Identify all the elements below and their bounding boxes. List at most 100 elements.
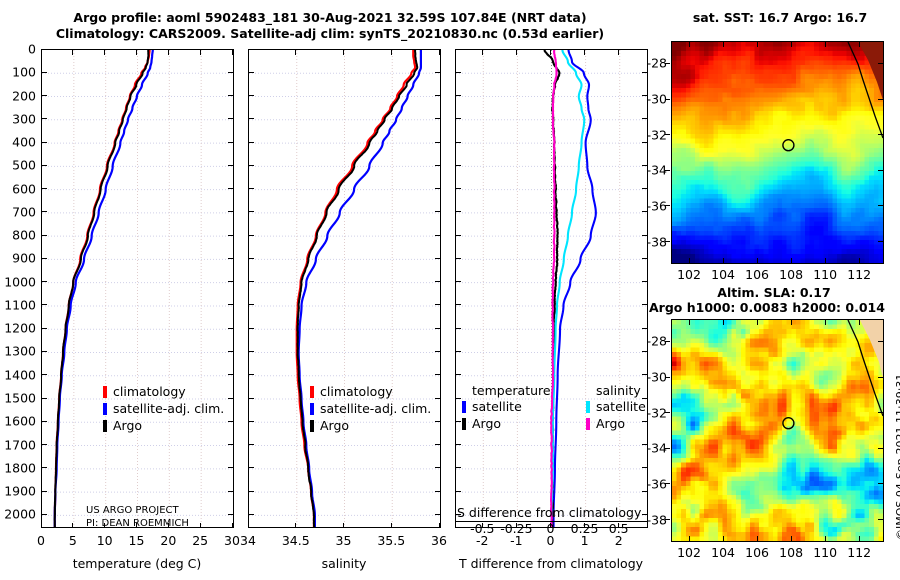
depth-tick-label-600: 600 — [12, 181, 36, 197]
depth-tick-mark — [228, 71, 233, 73]
depth-tick-mark — [249, 141, 254, 143]
sla-map[interactable] — [671, 319, 884, 542]
depth-tick-mark — [642, 48, 647, 50]
depth-tick-mark — [249, 211, 254, 213]
salinity-x-tick-mark-top — [343, 50, 344, 55]
legend-item-climatology: climatology — [103, 383, 224, 400]
depth-tick-label-900: 900 — [12, 250, 36, 266]
sla-map-lat-tick-label--28: -28 — [646, 333, 667, 349]
difference-x-tick-label-top-3: 0.25 — [570, 520, 599, 536]
depth-tick-mark — [228, 420, 233, 422]
depth-tick-mark — [435, 95, 440, 97]
sst-map-lon-tick-label-102: 102 — [677, 267, 701, 282]
depth-tick-mark — [249, 48, 254, 50]
depth-tick-label-500: 500 — [12, 157, 36, 173]
difference-x-axis-label-top: S difference from climatology — [457, 505, 641, 520]
depth-tick-mark — [249, 374, 254, 376]
difference-x-tick-label-bottom--2: -2 — [476, 533, 489, 548]
sla-map-lat-tick-mark — [665, 447, 670, 449]
legend-swatch-satellite-adj-clim — [103, 402, 107, 415]
depth-tick-mark — [456, 164, 461, 166]
legend-label-salinity-argo: Argo — [596, 416, 626, 431]
sla-map-lon-tick-mark-top — [858, 320, 860, 325]
depth-tick-mark — [456, 141, 461, 143]
depth-tick-mark — [249, 350, 254, 352]
temperature-x-tick-label-10: 10 — [96, 533, 113, 548]
depth-tick-mark — [642, 327, 647, 329]
depth-tick-mark — [456, 397, 461, 399]
depth-tick-mark — [42, 490, 47, 492]
depth-tick-mark — [42, 513, 47, 515]
sla-map-lat-tick-mark — [665, 412, 670, 414]
sla-map-lat-tick-mark — [665, 483, 670, 485]
salinity-x-tick-label-0: 34 — [240, 533, 256, 548]
sst-map-lat-tick-mark-in — [878, 62, 883, 64]
depth-tick-mark — [435, 211, 440, 213]
depth-tick-label-200: 200 — [12, 88, 36, 104]
sla-map-lon-tick-mark-top — [756, 320, 758, 325]
sst-map-lon-tick-label-110: 110 — [813, 267, 838, 282]
sst-map-lon-tick-mark — [756, 258, 758, 263]
sst-map-lat-tick-label--38: -38 — [646, 234, 667, 250]
sst-map-lon-tick-mark-top — [722, 42, 724, 47]
sla-map-lon-tick-mark — [688, 536, 690, 541]
difference-x-tick-label-bottom--1: -1 — [510, 533, 523, 548]
depth-tick-mark — [456, 490, 461, 492]
legend-label-satellite-adj-clim-salinity: satellite-adj. clim. — [320, 401, 432, 416]
depth-tick-mark — [42, 327, 47, 329]
depth-tick-mark — [435, 350, 440, 352]
depth-tick-mark — [642, 95, 647, 97]
sst-map-lat-tick-mark — [665, 205, 670, 207]
sst-map-lat-tick-mark — [665, 62, 670, 64]
depth-tick-mark — [42, 350, 47, 352]
salinity-x-tick-mark-top — [390, 50, 392, 55]
legend-swatch-salinity-argo — [586, 417, 590, 430]
depth-tick-mark — [42, 257, 47, 259]
sst-map-lon-tick-mark-top — [824, 42, 826, 47]
temperature-x-tick-mark — [167, 523, 169, 528]
imos-credit: ©IMOS 04-Sep-2021 11:39:31 — [894, 373, 900, 540]
depth-tick-label-1200: 1200 — [4, 320, 36, 336]
difference-x-tick-label-bottom-0: 0 — [546, 533, 555, 548]
depth-tick-mark — [249, 513, 254, 515]
depth-tick-mark — [249, 118, 254, 120]
legend-swatch-salinity-satellite — [586, 400, 590, 413]
depth-tick-mark — [456, 188, 461, 190]
depth-tick-mark — [456, 281, 461, 283]
temperature-x-tick-mark — [199, 523, 201, 528]
sst-map-lat-tick-mark — [665, 169, 670, 171]
depth-tick-mark — [42, 234, 47, 236]
sla-map-lat-tick-label--38: -38 — [646, 512, 667, 528]
temperature-x-tick-mark-top — [72, 50, 74, 55]
depth-tick-mark — [249, 304, 254, 306]
depth-tick-label-700: 700 — [12, 204, 36, 220]
legend-item-temperature-satellite: satellite — [462, 398, 551, 415]
difference-x-tick-mark-bottom — [618, 523, 620, 528]
salinity-x-tick-mark — [247, 523, 249, 528]
depth-tick-mark — [456, 211, 461, 213]
depth-tick-mark — [435, 490, 440, 492]
salinity-x-tick-mark — [438, 523, 440, 528]
depth-tick-label-1100: 1100 — [4, 297, 36, 313]
temperature-x-tick-mark — [40, 523, 42, 528]
figure-title: Argo profile: aoml 5902483_181 30-Aug-20… — [0, 10, 660, 42]
salinity-profile-panel — [248, 49, 441, 528]
depth-tick-mark — [42, 281, 47, 283]
depth-tick-mark — [228, 444, 233, 446]
sst-map-lon-tick-label-104: 104 — [711, 267, 735, 282]
depth-tick-label-100: 100 — [12, 64, 36, 80]
difference-x-tick-mark-top — [618, 50, 620, 55]
depth-tick-mark — [42, 188, 47, 190]
sst-map-lat-tick-label--30: -30 — [646, 91, 667, 107]
sst-map[interactable] — [671, 41, 884, 264]
temperature-x-tick-mark — [231, 523, 233, 528]
legend-label-satellite-adj-clim: satellite-adj. clim. — [113, 401, 225, 416]
legend-swatch-temperature-satellite — [462, 400, 466, 413]
depth-tick-mark — [456, 513, 461, 515]
sst-map-lat-tick-mark-in — [878, 134, 883, 136]
depth-tick-mark — [435, 234, 440, 236]
depth-tick-mark — [456, 467, 461, 469]
sla-map-lon-tick-mark-top — [824, 320, 826, 325]
sst-map-lat-tick-mark — [665, 134, 670, 136]
temperature-x-tick-mark — [104, 523, 106, 528]
